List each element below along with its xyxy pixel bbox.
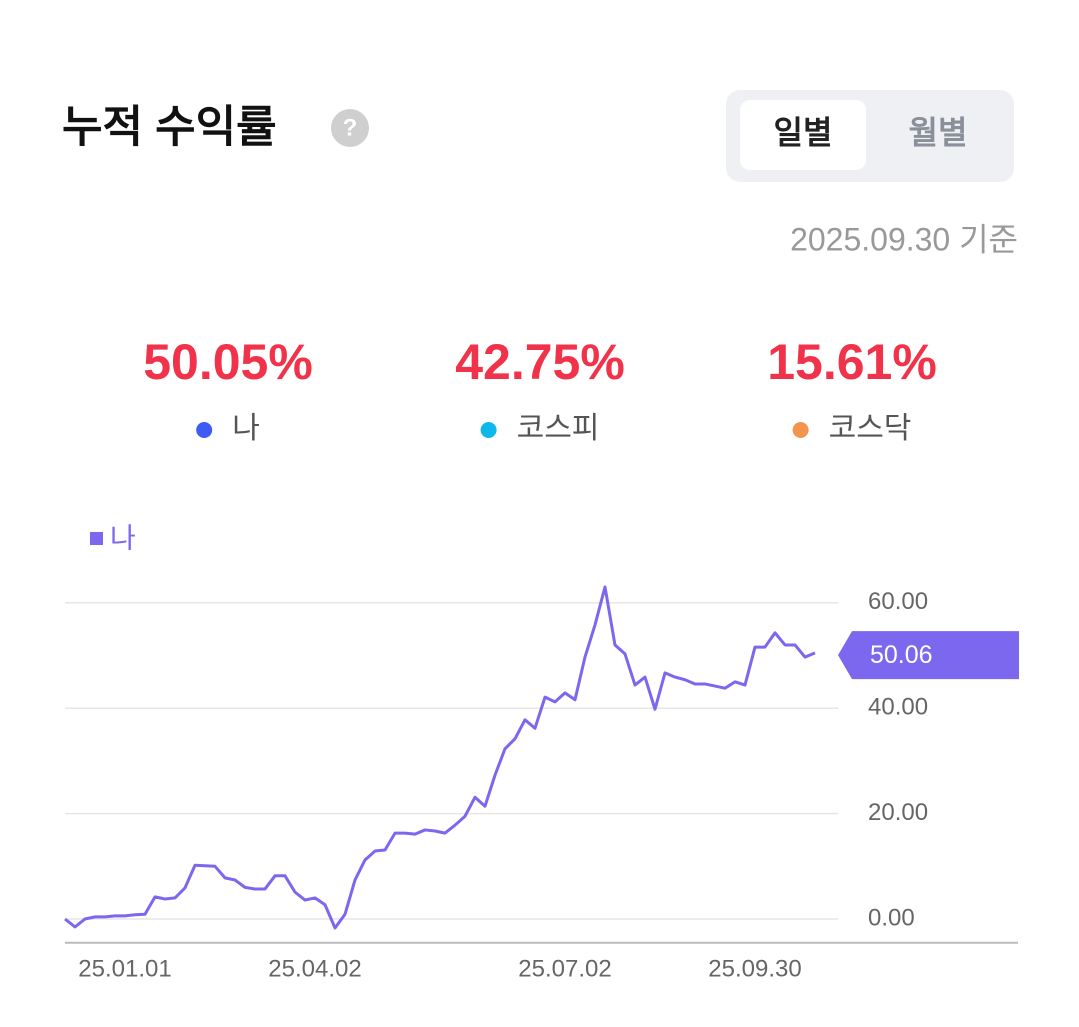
summary-value: 50.05% xyxy=(143,334,313,390)
tab[interactable]: 일별 xyxy=(774,114,833,150)
summary-value: 42.75% xyxy=(455,334,625,390)
summary-dot xyxy=(480,422,497,438)
y-tick-label: 20.00 xyxy=(868,799,928,826)
y-tick-label: 60.00 xyxy=(868,588,928,615)
last-value-label: 50.06 xyxy=(870,641,933,669)
x-tick-label: 25.09.30 xyxy=(708,955,801,982)
tab[interactable]: 월별 xyxy=(909,114,968,150)
legend-label: 나 xyxy=(110,522,136,553)
tab-active xyxy=(740,100,866,170)
legend-swatch xyxy=(90,532,103,545)
tabs: 일별 월별 xyxy=(740,100,967,170)
x-tick-label: 25.01.01 xyxy=(78,955,171,982)
help-text: ? xyxy=(343,114,358,141)
line xyxy=(64,585,816,930)
last-value-flag xyxy=(838,631,1019,680)
summary-value: 15.61% xyxy=(767,334,937,390)
summary-name: 나 xyxy=(232,412,260,445)
chart: 나 0.00 20.00 40.00 60.00 25.01.01 25.04.02 25.0… xyxy=(64,522,1019,982)
summary-dot xyxy=(792,422,809,438)
help-icon[interactable] xyxy=(331,109,369,147)
y-tick-label: 0.00 xyxy=(868,904,915,931)
title: 누적 수익률 xyxy=(62,103,277,152)
summary-dot xyxy=(196,422,213,438)
summary-name: 코스피 xyxy=(517,412,600,445)
x-tick-label: 25.04.02 xyxy=(268,955,361,982)
x-tick-label: 25.07.02 xyxy=(518,955,611,982)
as-of: 2025.09.30 기준 xyxy=(790,221,1018,257)
summary: 50.05% 나 42.75% 코스피 15.61% 코스닥 xyxy=(143,334,937,445)
summary-name: 코스닥 xyxy=(829,412,912,445)
y-tick-label: 40.00 xyxy=(868,694,928,721)
